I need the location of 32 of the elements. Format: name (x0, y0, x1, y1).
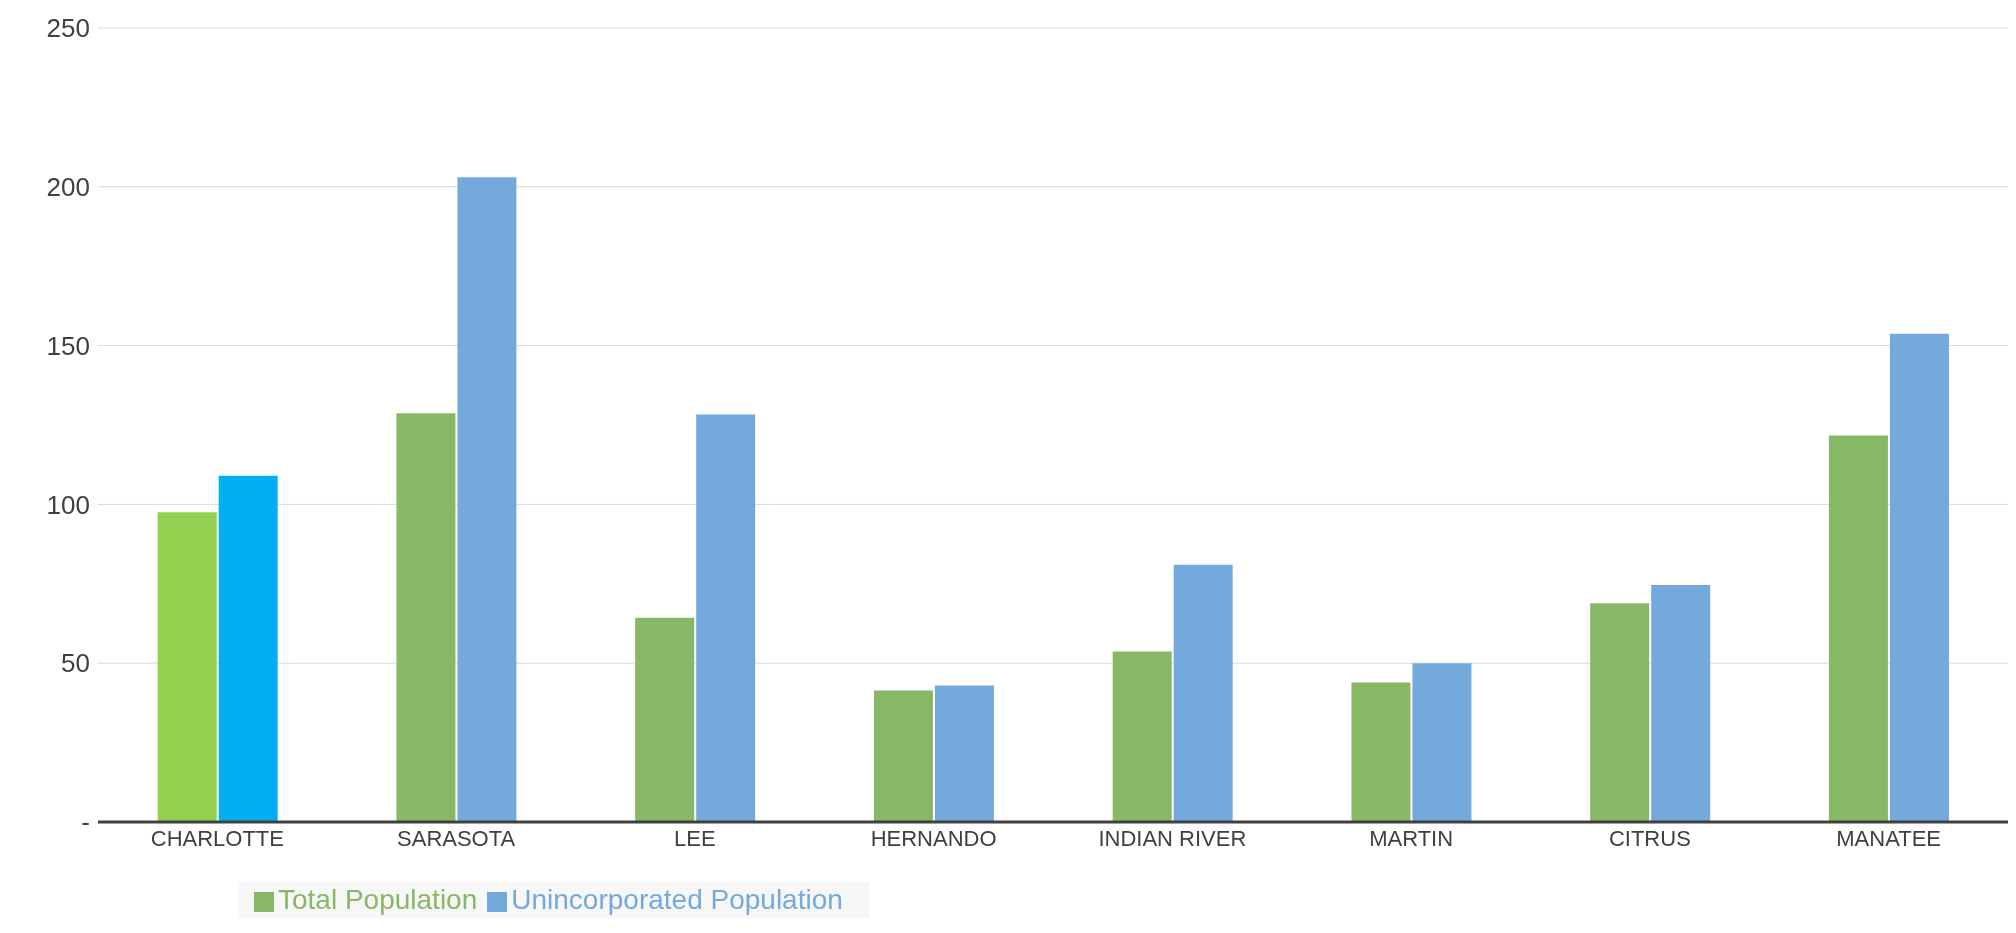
bar (1351, 682, 1411, 822)
bar (1412, 663, 1472, 822)
x-tick-label: HERNANDO (870, 825, 997, 851)
bar (696, 414, 756, 822)
bar (635, 617, 695, 822)
legend-label: Unincorporated Population (511, 884, 843, 915)
bar (1590, 603, 1650, 822)
y-tick-label: 250 (46, 13, 90, 44)
x-tick-label: SARASOTA (397, 825, 516, 851)
bar (934, 685, 994, 822)
x-tick-label: MANATEE (1836, 825, 1941, 851)
y-tick-label: 50 (61, 648, 90, 679)
bar (157, 512, 217, 822)
y-tick-label: 100 (46, 489, 90, 520)
x-tick-label: INDIAN RIVER (1098, 825, 1247, 851)
y-tick-label: 150 (46, 330, 90, 361)
bar (1651, 585, 1711, 822)
bar (1112, 651, 1172, 822)
x-tick-label: CHARLOTTE (150, 825, 284, 851)
bar (457, 177, 517, 822)
x-tick-label: MARTIN (1369, 825, 1454, 851)
x-tick-label: CITRUS (1608, 825, 1691, 851)
bar (1173, 564, 1233, 822)
bar (1828, 435, 1888, 822)
x-tick-label: LEE (674, 825, 716, 851)
bar (1889, 333, 1949, 822)
bar (218, 475, 278, 822)
y-tick-label: - (81, 807, 90, 838)
bar (396, 413, 456, 822)
legend-label: Total Population (278, 884, 478, 915)
bar (873, 690, 933, 822)
y-tick-label: 200 (46, 172, 90, 203)
